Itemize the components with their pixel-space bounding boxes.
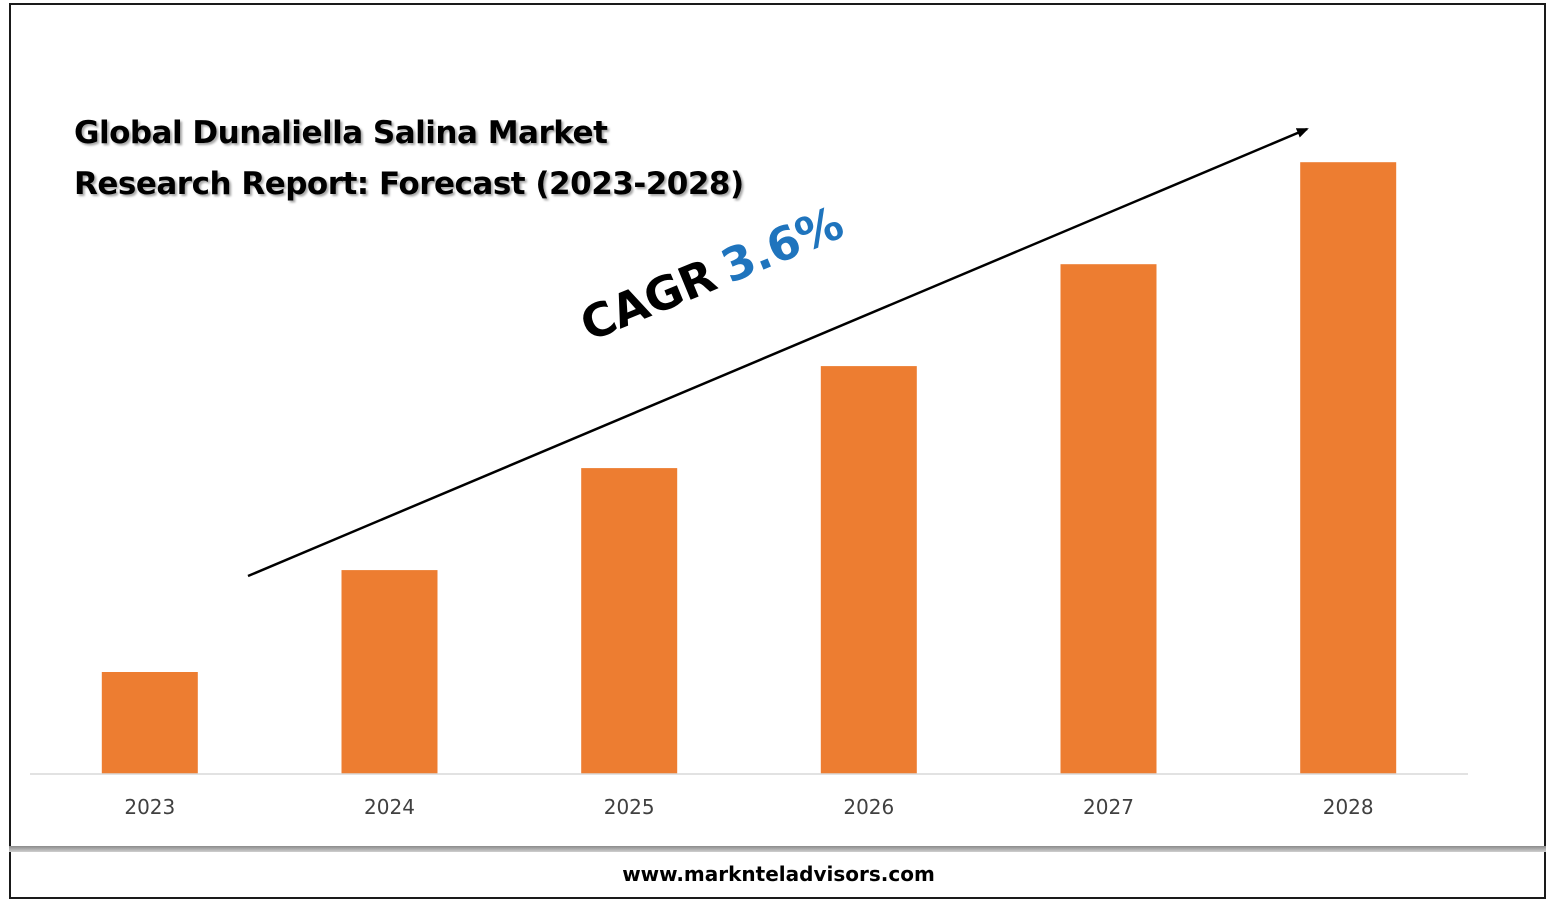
footer-website: www.marknteladvisors.com: [622, 862, 935, 886]
footer-divider: [9, 846, 1546, 852]
chart-title-line2: Research Report: Forecast (2023-2028): [74, 166, 744, 202]
bar-2024: [341, 570, 438, 774]
x-tick-label-2024: 2024: [364, 795, 415, 819]
chart-frame: [9, 3, 1546, 899]
bar-2028: [1300, 162, 1397, 774]
x-tick-label-2025: 2025: [604, 795, 655, 819]
bar-2027: [1060, 264, 1157, 774]
x-tick-label-2026: 2026: [843, 795, 894, 819]
bar-2026: [820, 366, 917, 774]
x-tick-label-2027: 2027: [1083, 795, 1134, 819]
bar-2023: [101, 672, 198, 774]
chart-title-line1: Global Dunaliella Salina Market: [74, 115, 608, 151]
x-tick-label-2023: 2023: [124, 795, 175, 819]
tick-labels: 2023 2024 2025 2026 2027 2028: [124, 795, 1373, 819]
chart-title: Global Dunaliella Salina Market Research…: [74, 108, 744, 210]
x-tick-label-2028: 2028: [1323, 795, 1374, 819]
bar-2025: [581, 468, 678, 774]
trend-arrow: [247, 127, 1309, 578]
bars-group: [101, 162, 1397, 774]
